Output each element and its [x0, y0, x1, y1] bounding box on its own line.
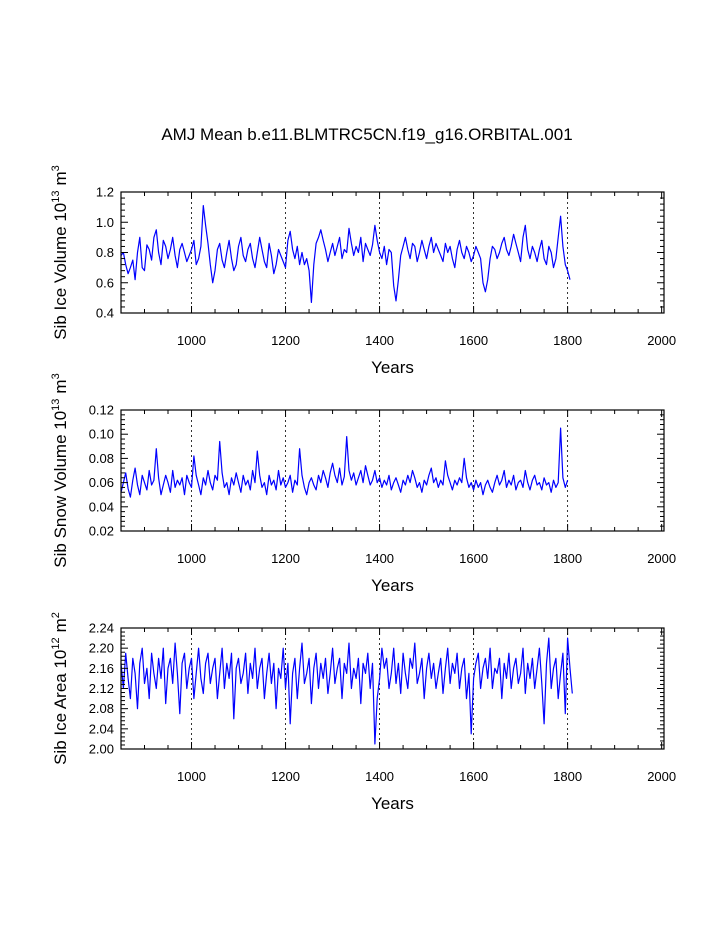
- x-tick-label: 2000: [647, 769, 676, 784]
- x-tick-label: 1000: [177, 551, 206, 566]
- y-tick-label: 0.12: [89, 403, 114, 418]
- y-tick-label: 0.8: [96, 245, 114, 260]
- figure-title: AMJ Mean b.e11.BLMTRC5CN.f19_g16.ORBITAL…: [161, 125, 572, 144]
- y-axis-label: Sib Ice Volume 1013 m3: [50, 165, 70, 340]
- y-tick-label: 2.20: [89, 641, 114, 656]
- y-tick-label: 2.12: [89, 681, 114, 696]
- series-line: [120, 427, 569, 498]
- x-tick-label: 1000: [177, 333, 206, 348]
- chart-panel-1: 1000 1200 1400 1600 1800 2000 Years 0.4 0.6 0.8 1.…: [50, 165, 676, 377]
- x-tick-label: 2000: [647, 333, 676, 348]
- x-tick-label: 1800: [553, 333, 582, 348]
- y-axis-label-unit-exponent: 2: [50, 612, 62, 618]
- x-tick-label: 1400: [365, 551, 394, 566]
- y-axis-label-unit-exponent: 3: [50, 373, 62, 379]
- y-axis-label-unit: m: [51, 379, 70, 393]
- y-tick-label: 1.2: [96, 185, 114, 200]
- series-line: [120, 637, 573, 745]
- x-axis-label: Years: [371, 794, 414, 813]
- x-tick-label: 1200: [271, 333, 300, 348]
- y-axis-label-exponent: 13: [50, 399, 62, 411]
- x-tick-label: 1800: [553, 769, 582, 784]
- x-tick-label: 1400: [365, 333, 394, 348]
- y-axis-label-text: Sib Ice Volume 10: [51, 203, 70, 340]
- y-axis-label-exponent: 13: [50, 191, 62, 203]
- x-tick-label: 1600: [459, 333, 488, 348]
- x-tick-label: 1200: [271, 551, 300, 566]
- chart-panel-3: 1000 1200 1400 1600 1800 2000 Years 2.00 2.04 2.0…: [50, 612, 676, 813]
- y-tick-label: 2.08: [89, 701, 114, 716]
- y-tick-label: 0.04: [89, 499, 114, 514]
- y-axis-label: Sib Snow Volume 1013 m3: [50, 373, 70, 567]
- y-tick-label: 0.02: [89, 524, 114, 539]
- y-tick-label: 1.0: [96, 215, 114, 230]
- y-axis-label-unit: m: [51, 618, 70, 632]
- y-tick-label: 0.6: [96, 275, 114, 290]
- plot-frame: [120, 409, 665, 532]
- y-tick-label: 0.10: [89, 427, 114, 442]
- y-axis-label-unit: m: [51, 171, 70, 185]
- y-axis-label-unit-exponent: 3: [50, 165, 62, 171]
- x-tick-label: 1600: [459, 769, 488, 784]
- panels: 1000 1200 1400 1600 1800 2000 Years 0.4 0.6 0.8 1.…: [50, 165, 676, 813]
- series-line: [120, 205, 571, 303]
- x-tick-label: 1800: [553, 551, 582, 566]
- y-tick-label: 0.4: [96, 306, 114, 321]
- y-tick-label: 0.06: [89, 475, 114, 490]
- y-axis-label-exponent: 12: [50, 637, 62, 649]
- y-tick-label: 2.16: [89, 661, 114, 676]
- y-axis-label-text: Sib Snow Volume 10: [51, 411, 70, 568]
- y-tick-label: 0.08: [89, 451, 114, 466]
- y-tick-label: 2.00: [89, 742, 114, 757]
- x-tick-label: 1200: [271, 769, 300, 784]
- x-tick-label: 1400: [365, 769, 394, 784]
- x-tick-label: 1600: [459, 551, 488, 566]
- x-tick-label: 2000: [647, 551, 676, 566]
- y-axis-label: Sib Ice Area 1012 m2: [50, 612, 70, 765]
- y-axis-label-text: Sib Ice Area 10: [51, 650, 70, 765]
- x-axis-label: Years: [371, 358, 414, 377]
- x-tick-label: 1000: [177, 769, 206, 784]
- x-axis-label: Years: [371, 576, 414, 595]
- y-tick-label: 2.04: [89, 721, 114, 736]
- y-tick-label: 2.24: [89, 621, 114, 636]
- chart-panel-2: 1000 1200 1400 1600 1800 2000 Years 0.02 0.04 0.0…: [50, 373, 676, 595]
